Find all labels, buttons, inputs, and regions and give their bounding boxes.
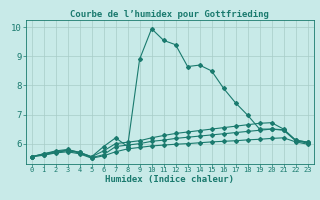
X-axis label: Humidex (Indice chaleur): Humidex (Indice chaleur): [105, 175, 234, 184]
Title: Courbe de l’humidex pour Gottfrieding: Courbe de l’humidex pour Gottfrieding: [70, 10, 269, 19]
